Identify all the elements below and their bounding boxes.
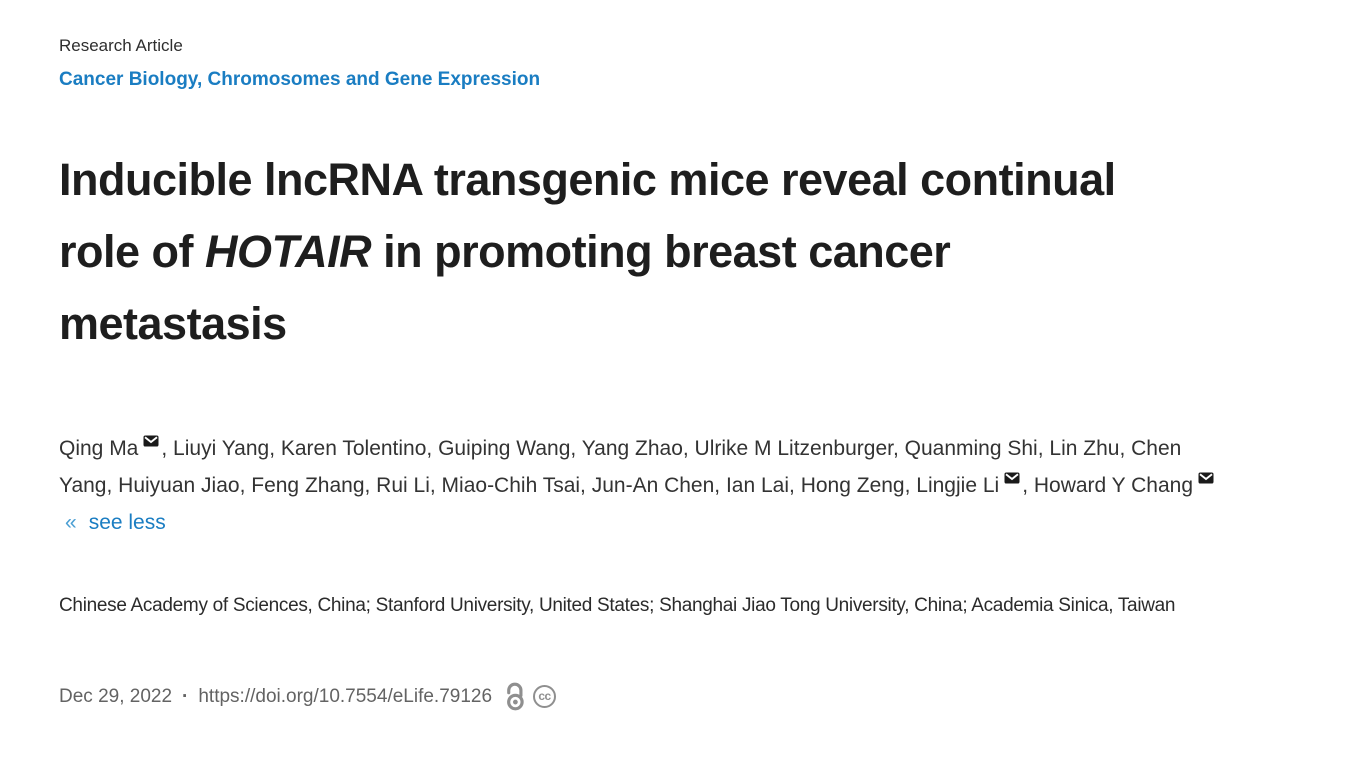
author-name: Chen Yang: [59, 437, 1182, 497]
open-access-icon: [502, 682, 526, 711]
kicker: Research Article Cancer Biology, Chromos…: [59, 36, 1295, 91]
author-name: Jun-An Chen: [591, 474, 715, 497]
author-name: Huiyuan Jiao: [118, 474, 240, 497]
author-name: Hong Zeng: [800, 474, 905, 497]
author-separator: ,: [789, 474, 801, 497]
author-separator: ,: [714, 474, 726, 497]
author-name: Ian Lai: [725, 474, 790, 497]
email-envelope-icon[interactable]: [1198, 459, 1214, 496]
author-name: Lingjie Li: [916, 474, 1000, 497]
title-text-post: in promoting breast cancer metastasis: [59, 226, 951, 349]
subject-areas-link[interactable]: Cancer Biology, Chromosomes and Gene Exp…: [59, 69, 541, 90]
license-icons: cc: [502, 682, 557, 711]
author-list: Qing Ma, Liuyi Yang, Karen Tolentino, Gu…: [59, 430, 1219, 541]
author-name: Lin Zhu: [1049, 437, 1120, 460]
author-name: Karen Tolentino: [280, 437, 427, 460]
meta-separator: ·: [182, 685, 189, 707]
author-name: Howard Y Chang: [1033, 474, 1194, 497]
author-separator: ,: [429, 474, 442, 497]
article-title: Inducible lncRNA transgenic mice reveal …: [59, 144, 1139, 360]
article-header-page: Research Article Cancer Biology, Chromos…: [59, 36, 1295, 711]
author-separator: ,: [106, 474, 119, 497]
title-gene-name: HOTAIR: [205, 226, 372, 277]
author-separator: ,: [269, 437, 281, 460]
see-less-link[interactable]: see less: [88, 511, 166, 534]
author-separator: ,: [904, 474, 917, 497]
affiliations-text: Chinese Academy of Sciences, China; Stan…: [59, 595, 1176, 616]
doi-link[interactable]: https://doi.org/10.7554/eLife.79126: [198, 685, 493, 707]
author-separator: ,: [364, 474, 377, 497]
cc-license-icon: cc: [533, 685, 557, 708]
author-name: Ulrike M Litzenburger: [694, 437, 893, 460]
author-separator: ,: [239, 474, 252, 497]
author-separator: ,: [1119, 437, 1132, 460]
author-separator: ,: [1022, 474, 1034, 497]
author-separator: ,: [161, 437, 174, 460]
publication-date: Dec 29, 2022: [59, 685, 173, 707]
author-separator: ,: [682, 437, 695, 460]
author-name: Yang Zhao: [581, 437, 683, 460]
author-name: Miao-Chih Tsai: [441, 474, 581, 497]
article-type-label: Research Article: [59, 36, 183, 55]
meta-line: Dec 29, 2022 · https://doi.org/10.7554/e…: [59, 682, 1295, 711]
title-text-pre: Inducible lncRNA transgenic mice reveal …: [59, 154, 1116, 277]
author-separator: ,: [580, 474, 592, 497]
author-names: Qing Ma, Liuyi Yang, Karen Tolentino, Gu…: [59, 435, 1216, 497]
author-separator: ,: [570, 437, 582, 460]
author-name: Feng Zhang: [251, 474, 365, 497]
author-name: Guiping Wang: [438, 437, 571, 460]
email-envelope-icon[interactable]: [143, 422, 159, 459]
author-separator: ,: [426, 437, 439, 460]
author-name: Qing Ma: [59, 437, 139, 460]
author-name: Rui Li: [376, 474, 430, 497]
author-separator: ,: [892, 437, 905, 460]
author-name: Quanming Shi: [904, 437, 1038, 460]
author-name: Liuyi Yang: [173, 437, 270, 460]
email-envelope-icon[interactable]: [1004, 459, 1020, 496]
author-separator: ,: [1037, 437, 1050, 460]
collapse-arrow: «: [65, 511, 77, 534]
